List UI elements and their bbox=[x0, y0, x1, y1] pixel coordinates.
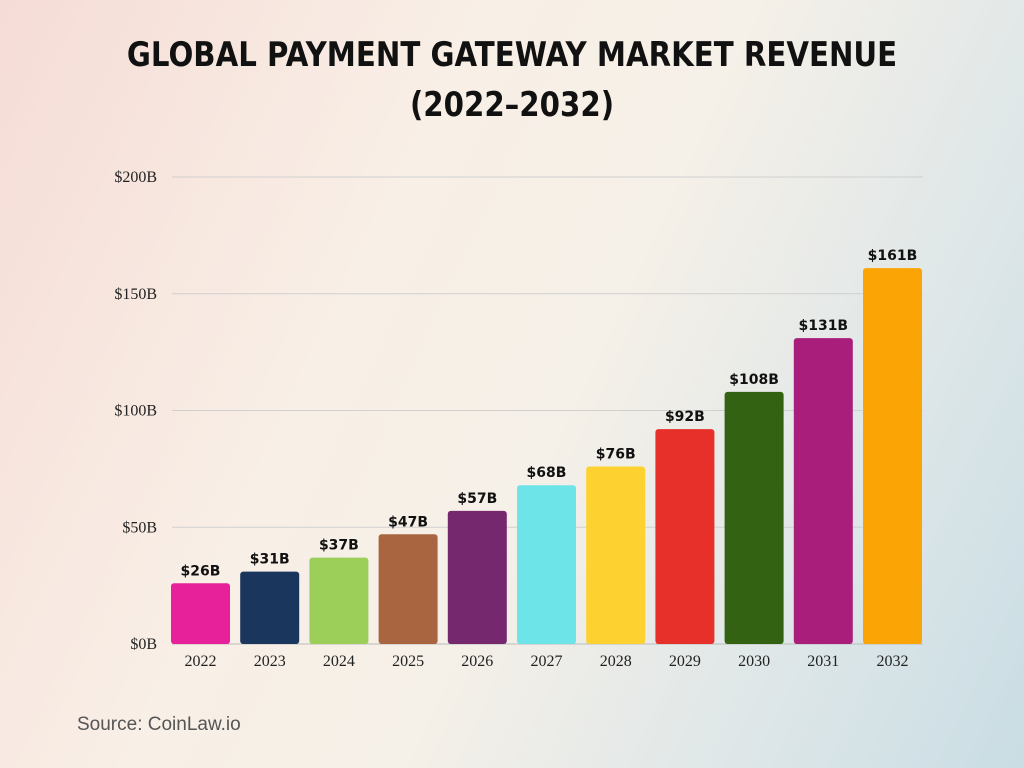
x-tick-label: 2029 bbox=[669, 653, 701, 670]
bar-2028 bbox=[586, 466, 646, 644]
bar-2026 bbox=[447, 510, 507, 644]
x-tick-label: 2023 bbox=[254, 653, 286, 670]
y-tick-label: $150B bbox=[114, 286, 157, 303]
bar-2030 bbox=[724, 391, 784, 644]
y-tick-label: $100B bbox=[114, 403, 157, 420]
bar-2022 bbox=[171, 583, 230, 644]
x-tick-label: 2025 bbox=[392, 653, 424, 670]
y-tick-label: $200B bbox=[114, 169, 157, 186]
bar-2032 bbox=[863, 268, 922, 644]
x-tick-label: 2030 bbox=[738, 653, 770, 670]
bar-2027 bbox=[517, 485, 576, 644]
bar-2031 bbox=[793, 338, 853, 644]
data-label: $57B bbox=[457, 491, 497, 507]
source-note: Source: CoinLaw.io bbox=[77, 714, 241, 735]
bar-2025 bbox=[378, 534, 438, 644]
bar-2024 bbox=[309, 557, 369, 644]
data-label: $161B bbox=[868, 248, 918, 264]
x-tick-label: 2022 bbox=[185, 653, 217, 670]
x-tick-label: 2027 bbox=[531, 653, 563, 670]
data-label: $68B bbox=[527, 465, 567, 481]
bar-2023 bbox=[240, 571, 300, 644]
x-tick-label: 2031 bbox=[807, 653, 839, 670]
y-tick-label: $50B bbox=[122, 519, 157, 536]
x-tick-label: 2024 bbox=[323, 653, 355, 670]
data-label: $37B bbox=[319, 538, 359, 554]
x-tick-label: 2026 bbox=[461, 653, 493, 670]
x-tick-label: 2028 bbox=[600, 653, 632, 670]
data-label: $47B bbox=[388, 514, 428, 530]
y-tick-label: $0B bbox=[130, 636, 157, 653]
data-label: $131B bbox=[798, 318, 848, 334]
chart-title: Global Payment Gateway Market Revenue (2… bbox=[126, 35, 898, 125]
data-label: $26B bbox=[181, 563, 221, 579]
data-label: $76B bbox=[596, 447, 636, 463]
x-tick-label: 2032 bbox=[877, 653, 909, 670]
data-label: $108B bbox=[729, 372, 779, 388]
data-label: $31B bbox=[250, 552, 290, 568]
data-label: $92B bbox=[665, 409, 705, 425]
bar-2029 bbox=[655, 429, 715, 644]
